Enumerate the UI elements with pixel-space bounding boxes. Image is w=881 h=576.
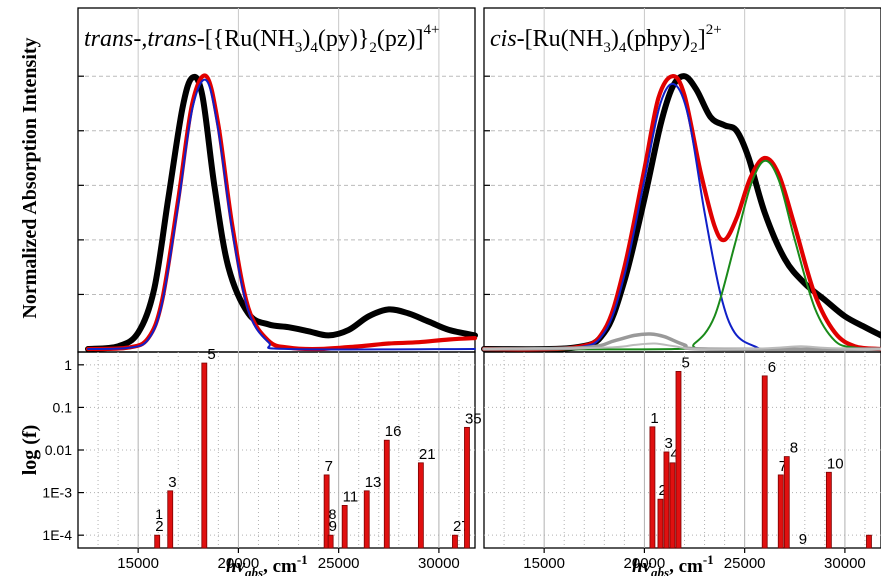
log-ytick-label: 0.01 (45, 442, 72, 458)
left-curve-2 (87, 78, 476, 351)
left-bar-8 (417, 462, 424, 549)
left-bar-extra-label-0: 1 (155, 506, 163, 522)
right-bar-label-8: 9 (799, 531, 807, 548)
right-bar-2 (663, 451, 670, 549)
left-bar-label-7: 16 (385, 423, 402, 440)
left-bar-6 (363, 490, 370, 549)
right-curve-3 (483, 159, 881, 351)
left-bar-label-3: 7 (325, 458, 333, 475)
left-xtick-label: 15000 (117, 555, 159, 572)
right-bar-7 (783, 456, 790, 549)
left-bar-9 (452, 534, 458, 549)
log-ytick-label: 1E-3 (42, 485, 72, 501)
log-ytick-label: 0.1 (53, 399, 73, 415)
left-xtick-label: 20000 (218, 555, 260, 572)
left-bar-1 (167, 490, 174, 549)
left-bar-label-1: 3 (168, 474, 176, 491)
left-spectrum-frame (77, 7, 476, 353)
left-bar-label-0: 2 (155, 518, 163, 535)
right-xtick-label: 25000 (724, 555, 766, 572)
left-bar-label-6: 13 (365, 474, 382, 491)
left-bar-4 (327, 534, 334, 549)
left-xlabel: hvabs, cm-1 (226, 552, 308, 576)
left-xtick-label: 25000 (318, 555, 360, 572)
left-bar-10 (464, 426, 470, 549)
left-bar-7 (383, 439, 390, 549)
left-bar-label-10: 35 (465, 410, 482, 427)
left-title: trans-,trans-[{Ru(NH3)4(py)}2(pz)]4+ (84, 22, 440, 56)
left-bar-3 (323, 474, 330, 549)
right-bar-0 (649, 426, 656, 549)
log-ytick-label: 1E-4 (42, 527, 72, 543)
ylabel-bottom: log (f) (19, 425, 41, 476)
right-bar-4 (675, 371, 682, 549)
right-xlabel: hvabs, cm-1 (632, 552, 714, 576)
left-bar-label-4: 9 (329, 518, 337, 535)
right-bar-label-9: 10 (827, 455, 844, 472)
log-ytick-label: 1 (64, 357, 72, 373)
left-xtick-label: 30000 (418, 555, 460, 572)
left-oscillator-frame (77, 351, 476, 549)
right-bar-6 (777, 474, 784, 549)
right-bar-9 (825, 471, 832, 549)
left-bar-label-5: 11 (343, 488, 359, 505)
right-bar-label-6: 7 (779, 458, 787, 475)
right-bar-10 (866, 534, 872, 549)
left-bar-0 (154, 534, 161, 549)
ylabel-top: Normalized Absorption Intensity (19, 37, 41, 318)
right-xtick-label: 20000 (624, 555, 666, 572)
right-bar-1 (657, 498, 664, 549)
left-bar-5 (341, 505, 348, 549)
right-bar-3 (669, 462, 676, 549)
right-xtick-label: 15000 (523, 555, 565, 572)
right-curve-5 (483, 342, 881, 351)
right-bar-label-2: 3 (664, 435, 672, 452)
right-bar-label-5: 6 (768, 359, 776, 376)
right-curve-2 (483, 82, 881, 351)
right-bar-label-4: 5 (681, 354, 689, 371)
left-bar-label-8: 21 (419, 446, 436, 463)
right-bar-label-7: 8 (790, 440, 798, 457)
right-title: cis-[Ru(NH3)4(phpy)2]2+ (490, 22, 722, 56)
right-bar-label-1: 2 (658, 482, 666, 499)
right-xtick-label: 30000 (824, 555, 866, 572)
left-bar-extra-label-4: 8 (329, 506, 337, 522)
right-bar-5 (761, 375, 768, 549)
left-bar-label-2: 5 (207, 346, 215, 363)
left-curve-0 (85, 73, 478, 352)
right-curve-1 (481, 74, 881, 352)
right-curve-0 (481, 73, 881, 353)
right-bar-label-0: 1 (650, 410, 658, 427)
right-bar-label-3: 4 (670, 446, 678, 463)
left-bar-2 (201, 362, 208, 549)
right-oscillator-frame (483, 351, 881, 549)
